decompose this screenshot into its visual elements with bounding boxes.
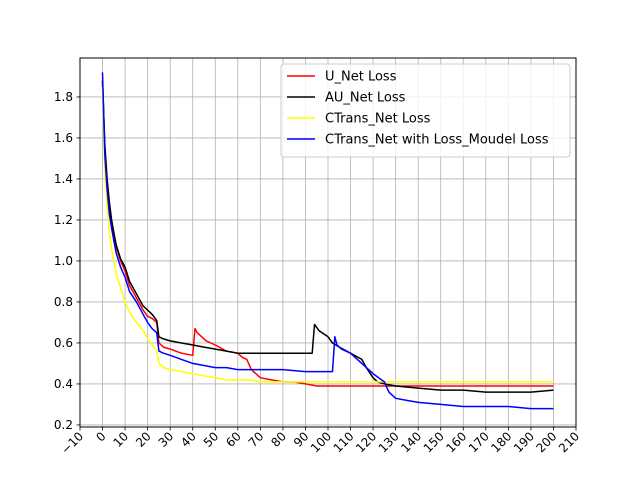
y-tick-label: 1.0 bbox=[54, 254, 73, 268]
series-line bbox=[101, 80, 554, 393]
x-tick-label: 160 bbox=[443, 429, 469, 455]
x-tick-label: 80 bbox=[268, 429, 289, 450]
x-tick-label: 140 bbox=[398, 429, 424, 455]
legend-label: CTrans_Net Loss bbox=[325, 112, 431, 127]
legend-label: U_Net Loss bbox=[325, 70, 397, 85]
x-tick-label: 10 bbox=[111, 429, 132, 450]
y-tick-label: 1.4 bbox=[54, 172, 73, 186]
legend-box bbox=[280, 63, 571, 158]
x-tick-label: 210 bbox=[556, 429, 582, 455]
x-tick-label: 30 bbox=[156, 429, 177, 450]
x-tick-label: 190 bbox=[511, 429, 537, 455]
y-tick-label: 0.8 bbox=[54, 295, 73, 309]
series-line bbox=[101, 80, 554, 387]
x-tick-label: −10 bbox=[58, 429, 86, 457]
x-tick-label: 20 bbox=[133, 429, 154, 450]
y-tick-label: 0.2 bbox=[54, 418, 73, 432]
y-tick-label: 0.4 bbox=[54, 377, 73, 391]
x-tick-label: 200 bbox=[533, 429, 559, 455]
x-tick-label: 0 bbox=[93, 429, 108, 444]
series-line bbox=[101, 86, 554, 383]
x-tick-label: 150 bbox=[421, 429, 447, 455]
y-tick-label: 0.6 bbox=[54, 336, 73, 350]
x-tick-label: 60 bbox=[223, 429, 244, 450]
y-tick-label: 1.2 bbox=[54, 213, 73, 227]
x-tick-label: 130 bbox=[376, 429, 402, 455]
series-line bbox=[101, 72, 554, 410]
x-tick-label: 100 bbox=[308, 429, 334, 455]
series-lines bbox=[101, 72, 554, 410]
x-tick-label: 110 bbox=[331, 429, 357, 455]
y-tick-label: 1.8 bbox=[54, 90, 73, 104]
y-tick-label: 1.6 bbox=[54, 131, 73, 145]
legend: U_Net Loss AU_Net Loss CTrans_Net Loss CTra… bbox=[280, 63, 571, 158]
x-tick-label: 170 bbox=[466, 429, 492, 455]
x-tick-label: 120 bbox=[353, 429, 379, 455]
legend-label: AU_Net Loss bbox=[325, 91, 406, 106]
x-tick-label: 50 bbox=[201, 429, 222, 450]
x-tick-label: 70 bbox=[246, 429, 267, 450]
x-tick-label: 180 bbox=[488, 429, 514, 455]
x-tick-label: 40 bbox=[178, 429, 199, 450]
legend-label: CTrans_Net with Loss_Moudel Loss bbox=[325, 133, 549, 148]
